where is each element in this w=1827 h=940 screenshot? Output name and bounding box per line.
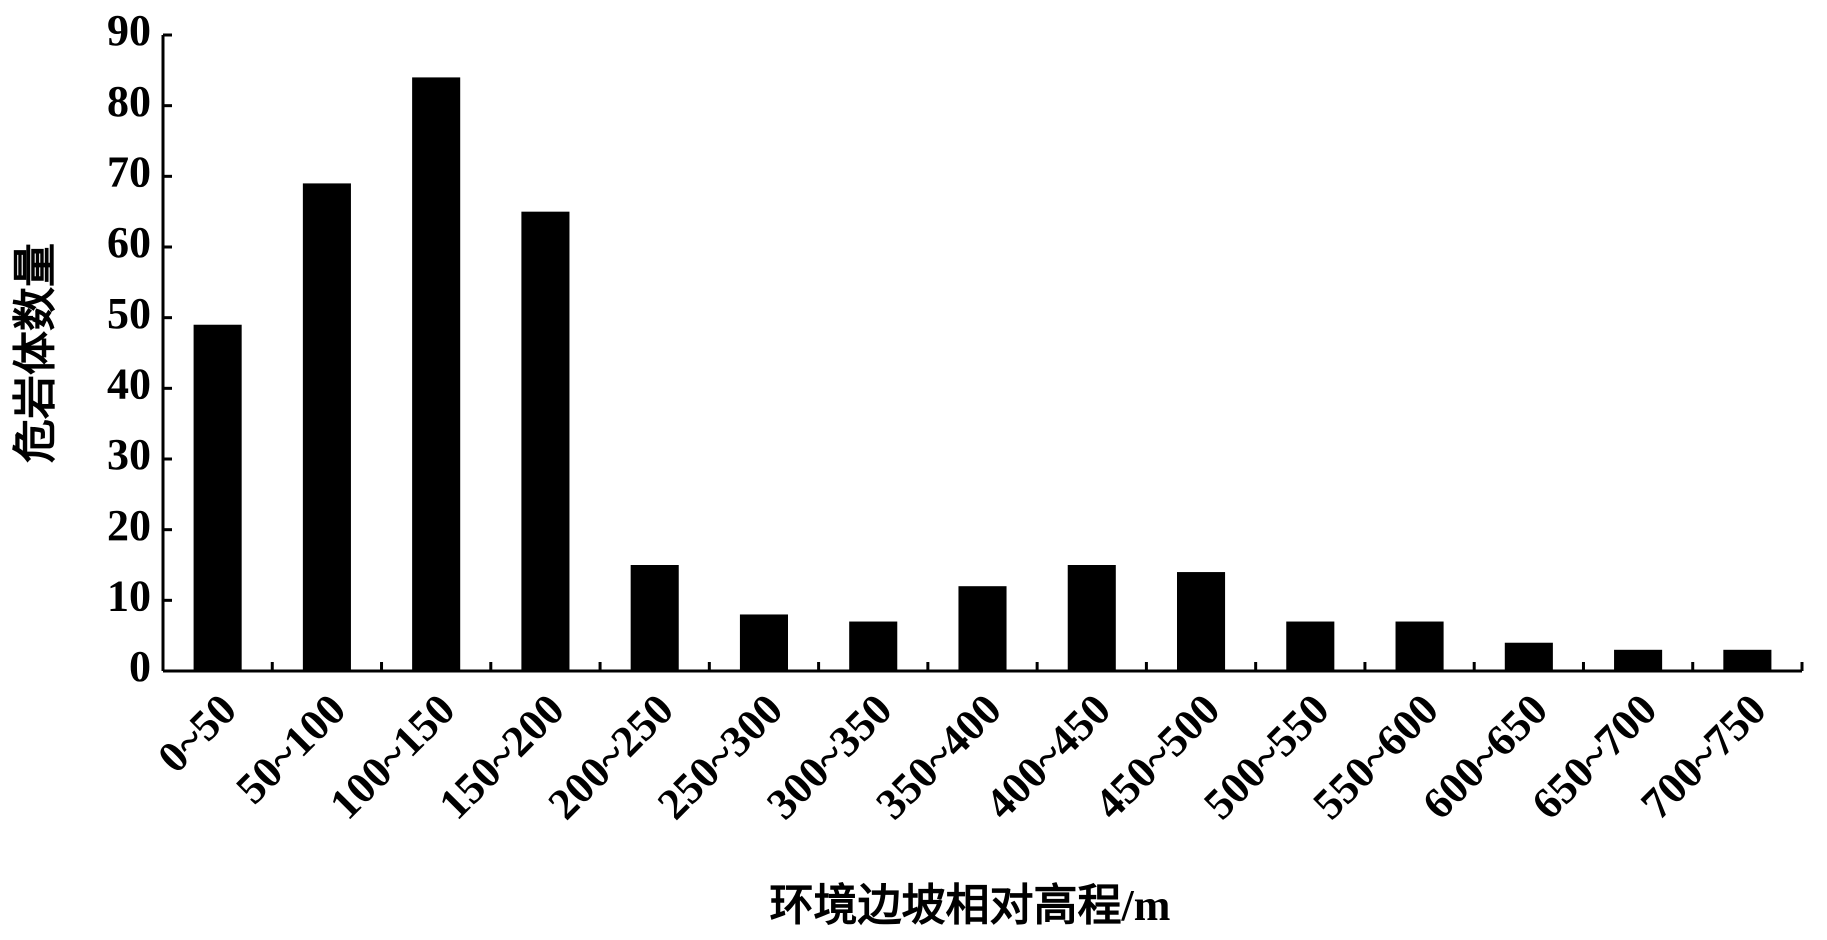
y-tick-label: 70 (107, 147, 151, 196)
bar (193, 324, 242, 671)
y-tick-label: 90 (107, 6, 151, 55)
bar (958, 586, 1007, 671)
bar (1504, 642, 1553, 671)
bar (1067, 565, 1116, 671)
bar (739, 614, 789, 671)
y-tick-label: 80 (107, 77, 151, 126)
bar (412, 77, 461, 671)
y-axis-label: 危岩体数量 (11, 243, 60, 463)
bar (1395, 621, 1444, 671)
bar (849, 621, 898, 671)
y-tick-label: 40 (107, 359, 151, 408)
y-tick-label: 30 (107, 430, 151, 479)
x-tick-label: 0~50 (148, 685, 246, 783)
y-tick-label: 0 (129, 642, 151, 691)
y-tick-label: 50 (107, 289, 151, 338)
y-tick-label: 20 (107, 501, 151, 550)
bar (630, 565, 679, 671)
y-tick-label: 10 (107, 571, 151, 620)
y-tick-label: 60 (107, 218, 151, 267)
x-axis-label: 环境边坡相对高程/m (770, 881, 1171, 930)
bar (521, 211, 570, 671)
bar (1176, 572, 1226, 671)
bar (1723, 649, 1772, 671)
bar (1286, 621, 1335, 671)
bar (1614, 649, 1663, 671)
bar (302, 183, 351, 671)
